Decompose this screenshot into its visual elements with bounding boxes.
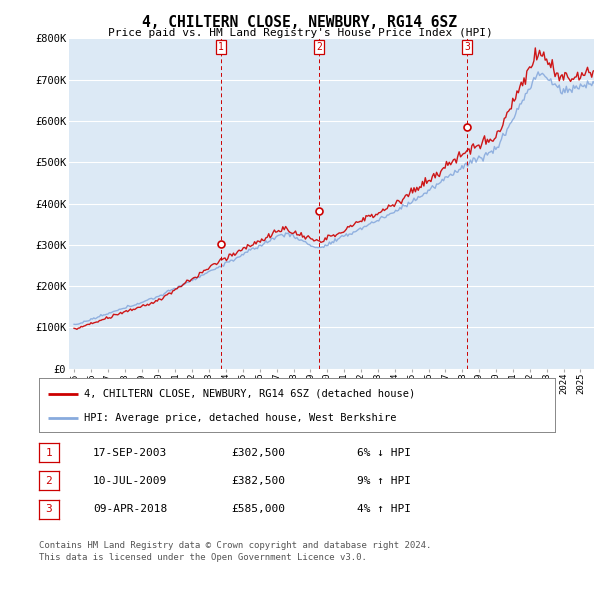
Text: 4% ↑ HPI: 4% ↑ HPI [357,504,411,514]
Text: 1: 1 [46,448,52,457]
Text: 4, CHILTERN CLOSE, NEWBURY, RG14 6SZ: 4, CHILTERN CLOSE, NEWBURY, RG14 6SZ [143,15,458,30]
Text: 3: 3 [464,42,470,51]
Text: 2: 2 [46,476,52,486]
Text: 9% ↑ HPI: 9% ↑ HPI [357,476,411,486]
Text: 09-APR-2018: 09-APR-2018 [93,504,167,514]
Text: HPI: Average price, detached house, West Berkshire: HPI: Average price, detached house, West… [85,414,397,423]
Text: 4, CHILTERN CLOSE, NEWBURY, RG14 6SZ (detached house): 4, CHILTERN CLOSE, NEWBURY, RG14 6SZ (de… [85,389,416,399]
Text: 2: 2 [316,42,322,51]
Text: £585,000: £585,000 [231,504,285,514]
Text: Contains HM Land Registry data © Crown copyright and database right 2024.: Contains HM Land Registry data © Crown c… [39,541,431,550]
Text: £302,500: £302,500 [231,448,285,457]
Text: Price paid vs. HM Land Registry's House Price Index (HPI): Price paid vs. HM Land Registry's House … [107,28,493,38]
Text: 1: 1 [218,42,224,51]
Text: This data is licensed under the Open Government Licence v3.0.: This data is licensed under the Open Gov… [39,553,367,562]
Text: 3: 3 [46,504,52,514]
Text: £382,500: £382,500 [231,476,285,486]
Text: 10-JUL-2009: 10-JUL-2009 [93,476,167,486]
Text: 6% ↓ HPI: 6% ↓ HPI [357,448,411,457]
Text: 17-SEP-2003: 17-SEP-2003 [93,448,167,457]
